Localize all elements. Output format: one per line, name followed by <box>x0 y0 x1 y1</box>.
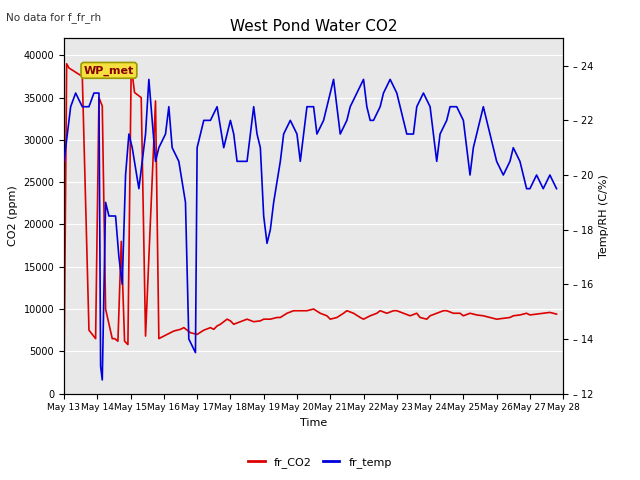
Y-axis label: Temp/RH (C/%): Temp/RH (C/%) <box>599 174 609 258</box>
Title: West Pond Water CO2: West Pond Water CO2 <box>230 20 397 35</box>
Text: No data for f_fr_rh: No data for f_fr_rh <box>6 12 102 23</box>
Legend: fr_CO2, fr_temp: fr_CO2, fr_temp <box>244 452 396 472</box>
Y-axis label: CO2 (ppm): CO2 (ppm) <box>8 186 18 246</box>
X-axis label: Time: Time <box>300 418 327 428</box>
Text: WP_met: WP_met <box>84 65 134 75</box>
